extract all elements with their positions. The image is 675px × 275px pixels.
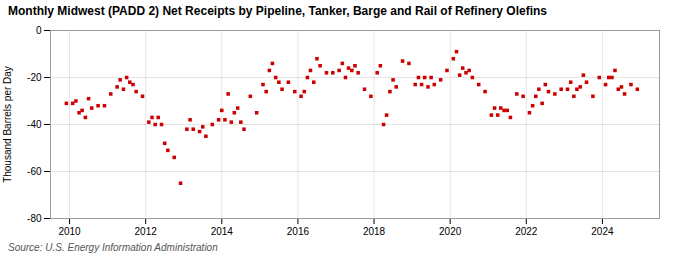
svg-text:0: 0 bbox=[36, 25, 42, 36]
svg-text:2016: 2016 bbox=[287, 226, 310, 237]
html-text:Monthly Midwest (PADD 2) Net R: Monthly Midwest (PADD 2) Net Receipts by… bbox=[8, 4, 547, 18]
svg-text:2014: 2014 bbox=[211, 226, 234, 237]
svg-text:2010: 2010 bbox=[58, 226, 81, 237]
svg-text:2018: 2018 bbox=[363, 226, 386, 237]
html-text:Source: U.S. Energy Informatio: Source: U.S. Energy Information Administ… bbox=[8, 242, 218, 253]
svg-text:2020: 2020 bbox=[439, 226, 462, 237]
svg-text:2022: 2022 bbox=[515, 226, 538, 237]
svg-text:-60: -60 bbox=[27, 166, 42, 177]
svg-text:-20: -20 bbox=[27, 72, 42, 83]
svg-text:-40: -40 bbox=[27, 119, 42, 130]
svg-text:2024: 2024 bbox=[591, 226, 614, 237]
svg-text:2012: 2012 bbox=[135, 226, 158, 237]
svg-text:Thousand Barrels per Day: Thousand Barrels per Day bbox=[2, 66, 13, 183]
svg-text:-80: -80 bbox=[27, 213, 42, 224]
